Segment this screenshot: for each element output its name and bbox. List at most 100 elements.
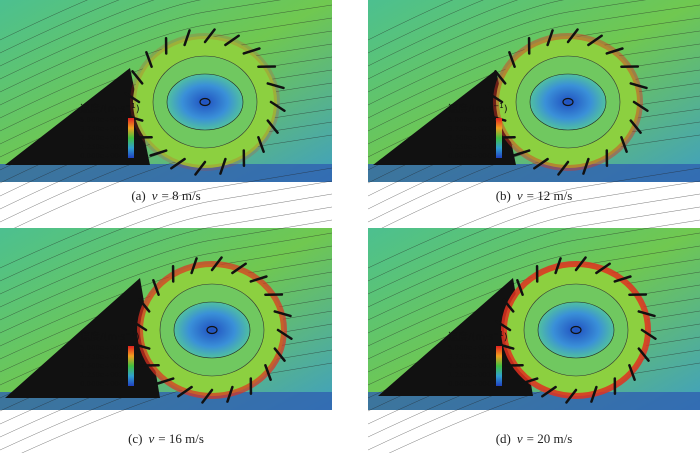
- body: [378, 278, 533, 396]
- contour-panel: 速度/(m·s−1)5.000e+0013.750e+0012.500e+001…: [367, 167, 700, 453]
- core: [173, 301, 251, 359]
- legend-label: 2.500e+001: [448, 134, 492, 142]
- color-bar: [128, 346, 134, 386]
- blade: [183, 29, 191, 47]
- blade: [637, 310, 656, 318]
- blade: [124, 92, 141, 104]
- blade: [629, 82, 648, 90]
- blade: [640, 328, 657, 340]
- blade: [512, 149, 531, 157]
- legend-label: 3.750e+001: [80, 353, 124, 361]
- legend-label: 0.000e+000: [80, 380, 124, 388]
- legend-label: 1.250e+001: [80, 143, 124, 151]
- streamline: [367, 0, 454, 41]
- streamline: [0, 206, 333, 308]
- legend-title: 速度/(m·s−1): [448, 330, 508, 343]
- blade: [242, 47, 261, 55]
- streamline: [367, 0, 565, 80]
- blade: [587, 34, 603, 47]
- legend-title: 速度/(m·s−1): [80, 102, 140, 115]
- legend-label: 0.000e+000: [448, 152, 492, 160]
- body: [5, 278, 160, 398]
- legend-title-exponent: −1: [493, 102, 503, 110]
- contour-panel: 速度/(m·s−1)5.000e+0013.750e+0012.500e+001…: [367, 0, 700, 236]
- streamline: [367, 219, 700, 321]
- legend-label: 2.500e+001: [80, 362, 124, 370]
- core-eye: [562, 97, 574, 107]
- blade: [494, 70, 507, 85]
- blade: [266, 82, 285, 90]
- blade: [145, 51, 153, 68]
- caption: (b) v = 12 m/s: [496, 188, 573, 203]
- legend-title: 速度/(m·s−1): [80, 330, 140, 343]
- blade: [595, 262, 611, 275]
- streamline: [0, 193, 333, 295]
- blade: [219, 157, 227, 175]
- blade: [266, 119, 279, 134]
- core-eye: [199, 97, 211, 107]
- legend-title-exponent: −1: [125, 102, 135, 110]
- blade: [566, 28, 579, 44]
- blade: [226, 385, 234, 403]
- streamline: [0, 180, 333, 282]
- blade: [149, 149, 168, 157]
- blade: [516, 279, 524, 296]
- low-speed-band: [0, 164, 332, 182]
- blade: [131, 70, 144, 85]
- low-speed-band: [368, 392, 700, 410]
- blade: [224, 34, 240, 47]
- legend-title-text: 速度/(m·s: [80, 330, 125, 343]
- legend: 速度/(m·s−1)5.000e+0013.750e+0012.500e+001…: [448, 102, 508, 160]
- caption: (d) v = 20 m/s: [496, 431, 573, 446]
- blade: [557, 160, 570, 176]
- streamline: [367, 167, 700, 269]
- streamline: [0, 219, 333, 321]
- blade: [582, 157, 590, 175]
- blade: [487, 92, 504, 104]
- blade: [269, 100, 286, 112]
- blade: [605, 47, 624, 55]
- blade: [590, 385, 598, 403]
- legend-label: 1.250e+001: [448, 371, 492, 379]
- legend-label: 5.000e+001: [448, 116, 492, 124]
- streamline: [0, 4, 333, 106]
- legend-title-end: ): [504, 332, 508, 343]
- legend-label: 0.000e+000: [448, 380, 492, 388]
- color-bar: [128, 118, 134, 158]
- body: [373, 70, 516, 165]
- blade: [496, 342, 515, 350]
- blade: [628, 364, 636, 381]
- legend-label: 2.500e+001: [448, 362, 492, 370]
- legend-label: 5.000e+001: [448, 344, 492, 352]
- blade: [152, 279, 160, 296]
- legend-title-end: ): [504, 104, 508, 115]
- blade: [249, 275, 268, 283]
- blade: [194, 160, 207, 176]
- streamline: [0, 0, 120, 54]
- blade: [231, 262, 247, 275]
- legend-title-exponent: −1: [125, 330, 135, 338]
- legend-label: 2.500e+001: [80, 134, 124, 142]
- streamline: [0, 0, 155, 67]
- core: [537, 301, 615, 359]
- contour-panel: 速度/(m·s−1)5.000e+0013.750e+0012.500e+001…: [0, 167, 333, 453]
- blade: [190, 257, 198, 275]
- contour-panel: 速度/(m·s−1)5.000e+0013.750e+0012.500e+001…: [0, 0, 333, 236]
- core: [166, 73, 244, 131]
- blade: [541, 385, 557, 398]
- streamline: [0, 232, 333, 334]
- blade: [138, 298, 151, 313]
- caption-symbol: v: [517, 188, 523, 203]
- legend-label: 5.000e+001: [80, 344, 124, 352]
- core-eye: [570, 325, 582, 335]
- streamline: [367, 4, 700, 106]
- legend-label: 3.750e+001: [448, 353, 492, 361]
- core: [529, 73, 607, 131]
- blade: [203, 28, 216, 44]
- blade: [508, 51, 516, 68]
- blade: [125, 114, 144, 122]
- color-bar: [496, 118, 502, 158]
- blade: [273, 310, 292, 318]
- blade: [520, 377, 539, 385]
